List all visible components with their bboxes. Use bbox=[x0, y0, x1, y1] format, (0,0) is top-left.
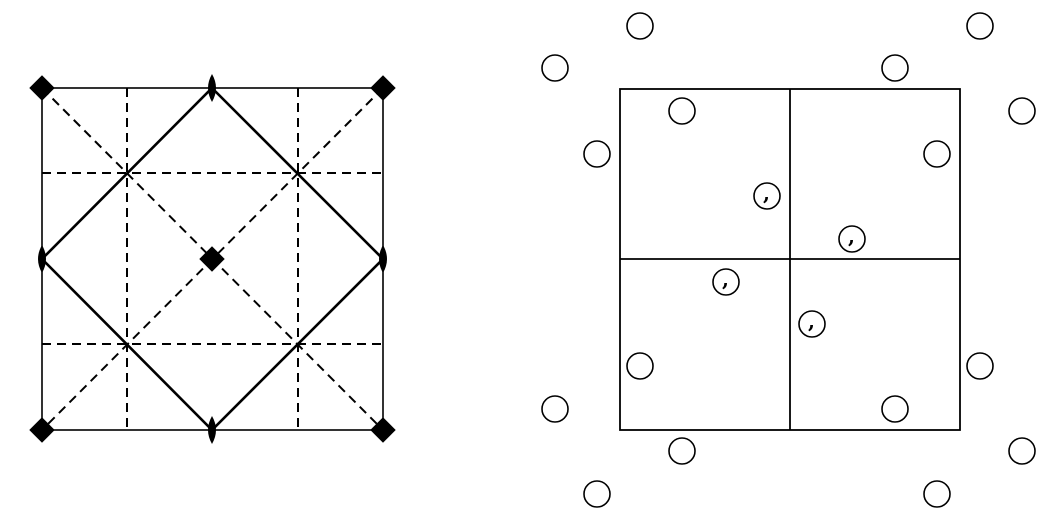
fourfold-axis-icon bbox=[29, 75, 54, 100]
position-circle-icon bbox=[542, 396, 568, 422]
position-circle-icon bbox=[1009, 438, 1035, 464]
position-circle-icon bbox=[669, 438, 695, 464]
position-circles bbox=[542, 13, 1035, 507]
position-circle-icon bbox=[669, 98, 695, 124]
position-circle-icon bbox=[584, 481, 610, 507]
position-circle-icon bbox=[882, 396, 908, 422]
twofold-axis-icon bbox=[379, 245, 387, 273]
position-circle-icon bbox=[542, 55, 568, 81]
general-positions-diagram bbox=[620, 89, 960, 430]
comma-marker: , bbox=[763, 181, 770, 205]
position-circle-icon bbox=[627, 353, 653, 379]
twofold-axis-icon bbox=[208, 416, 216, 444]
position-circle-icon bbox=[967, 353, 993, 379]
position-circle-icon bbox=[584, 141, 610, 167]
position-circle-icon bbox=[882, 55, 908, 81]
position-circle-icon bbox=[1009, 98, 1035, 124]
position-circle-icon bbox=[924, 481, 950, 507]
position-circle-icon bbox=[924, 141, 950, 167]
twofold-axis-icon bbox=[208, 74, 216, 102]
comma-marker: , bbox=[808, 309, 815, 333]
comma-marker: , bbox=[848, 224, 855, 248]
comma-markers: , , , , bbox=[722, 181, 855, 333]
twofold-axis-icon bbox=[38, 245, 46, 273]
position-circle-icon bbox=[967, 13, 993, 39]
comma-marker: , bbox=[722, 267, 729, 291]
position-circle-icon bbox=[627, 13, 653, 39]
fourfold-axis-icon bbox=[370, 75, 395, 100]
